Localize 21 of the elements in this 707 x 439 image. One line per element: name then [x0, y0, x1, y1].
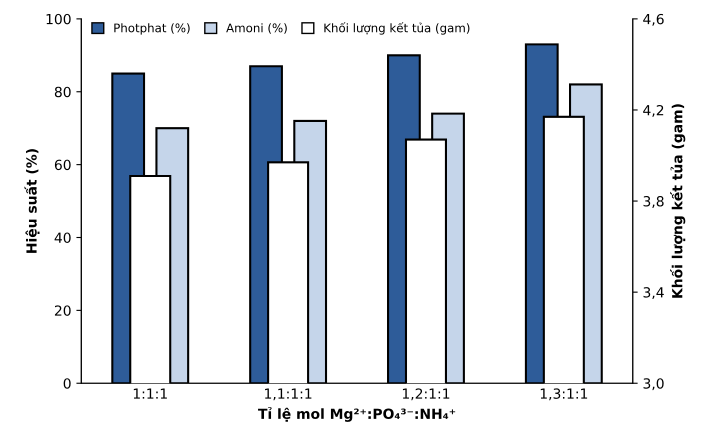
y-axis-title: Hiệu suất (%)	[24, 149, 40, 253]
y2-tick-label: 4,6	[643, 14, 664, 26]
y-tick-label: 100	[46, 14, 71, 24]
y-tick-label: 80	[54, 86, 71, 98]
y-tick-label: 0	[64, 378, 71, 389]
y2-tick-label: 3,8	[644, 196, 664, 208]
y2-tick-label: 4,2	[643, 104, 664, 117]
y-tick-label: 20	[54, 305, 71, 316]
y-tick-label: 60	[54, 160, 71, 170]
y2-tick-label: 3,4	[644, 287, 664, 300]
y2-tick-label: 3,0	[644, 378, 664, 390]
y-tick-label: 40	[54, 232, 71, 243]
y2-axis-title: Khối lượng kết tủa (gam)	[670, 104, 686, 298]
legend-label: Photphat (%)	[114, 23, 190, 35]
x-tick-label: 1:1:1	[134, 388, 167, 399]
x-axis-title: Tỉ lệ mol Mg²⁺:PO₄³⁻:NH₄⁺	[258, 407, 456, 422]
x-tick-label: 1,1:1:1	[265, 388, 312, 400]
legend-label: Khối lượng kết tủa (gam)	[324, 22, 470, 35]
x-tick-label: 1,2:1:1	[402, 388, 450, 400]
legend-label: Amoni (%)	[226, 23, 287, 34]
x-tick-label: 1,3:1:1	[540, 388, 588, 400]
